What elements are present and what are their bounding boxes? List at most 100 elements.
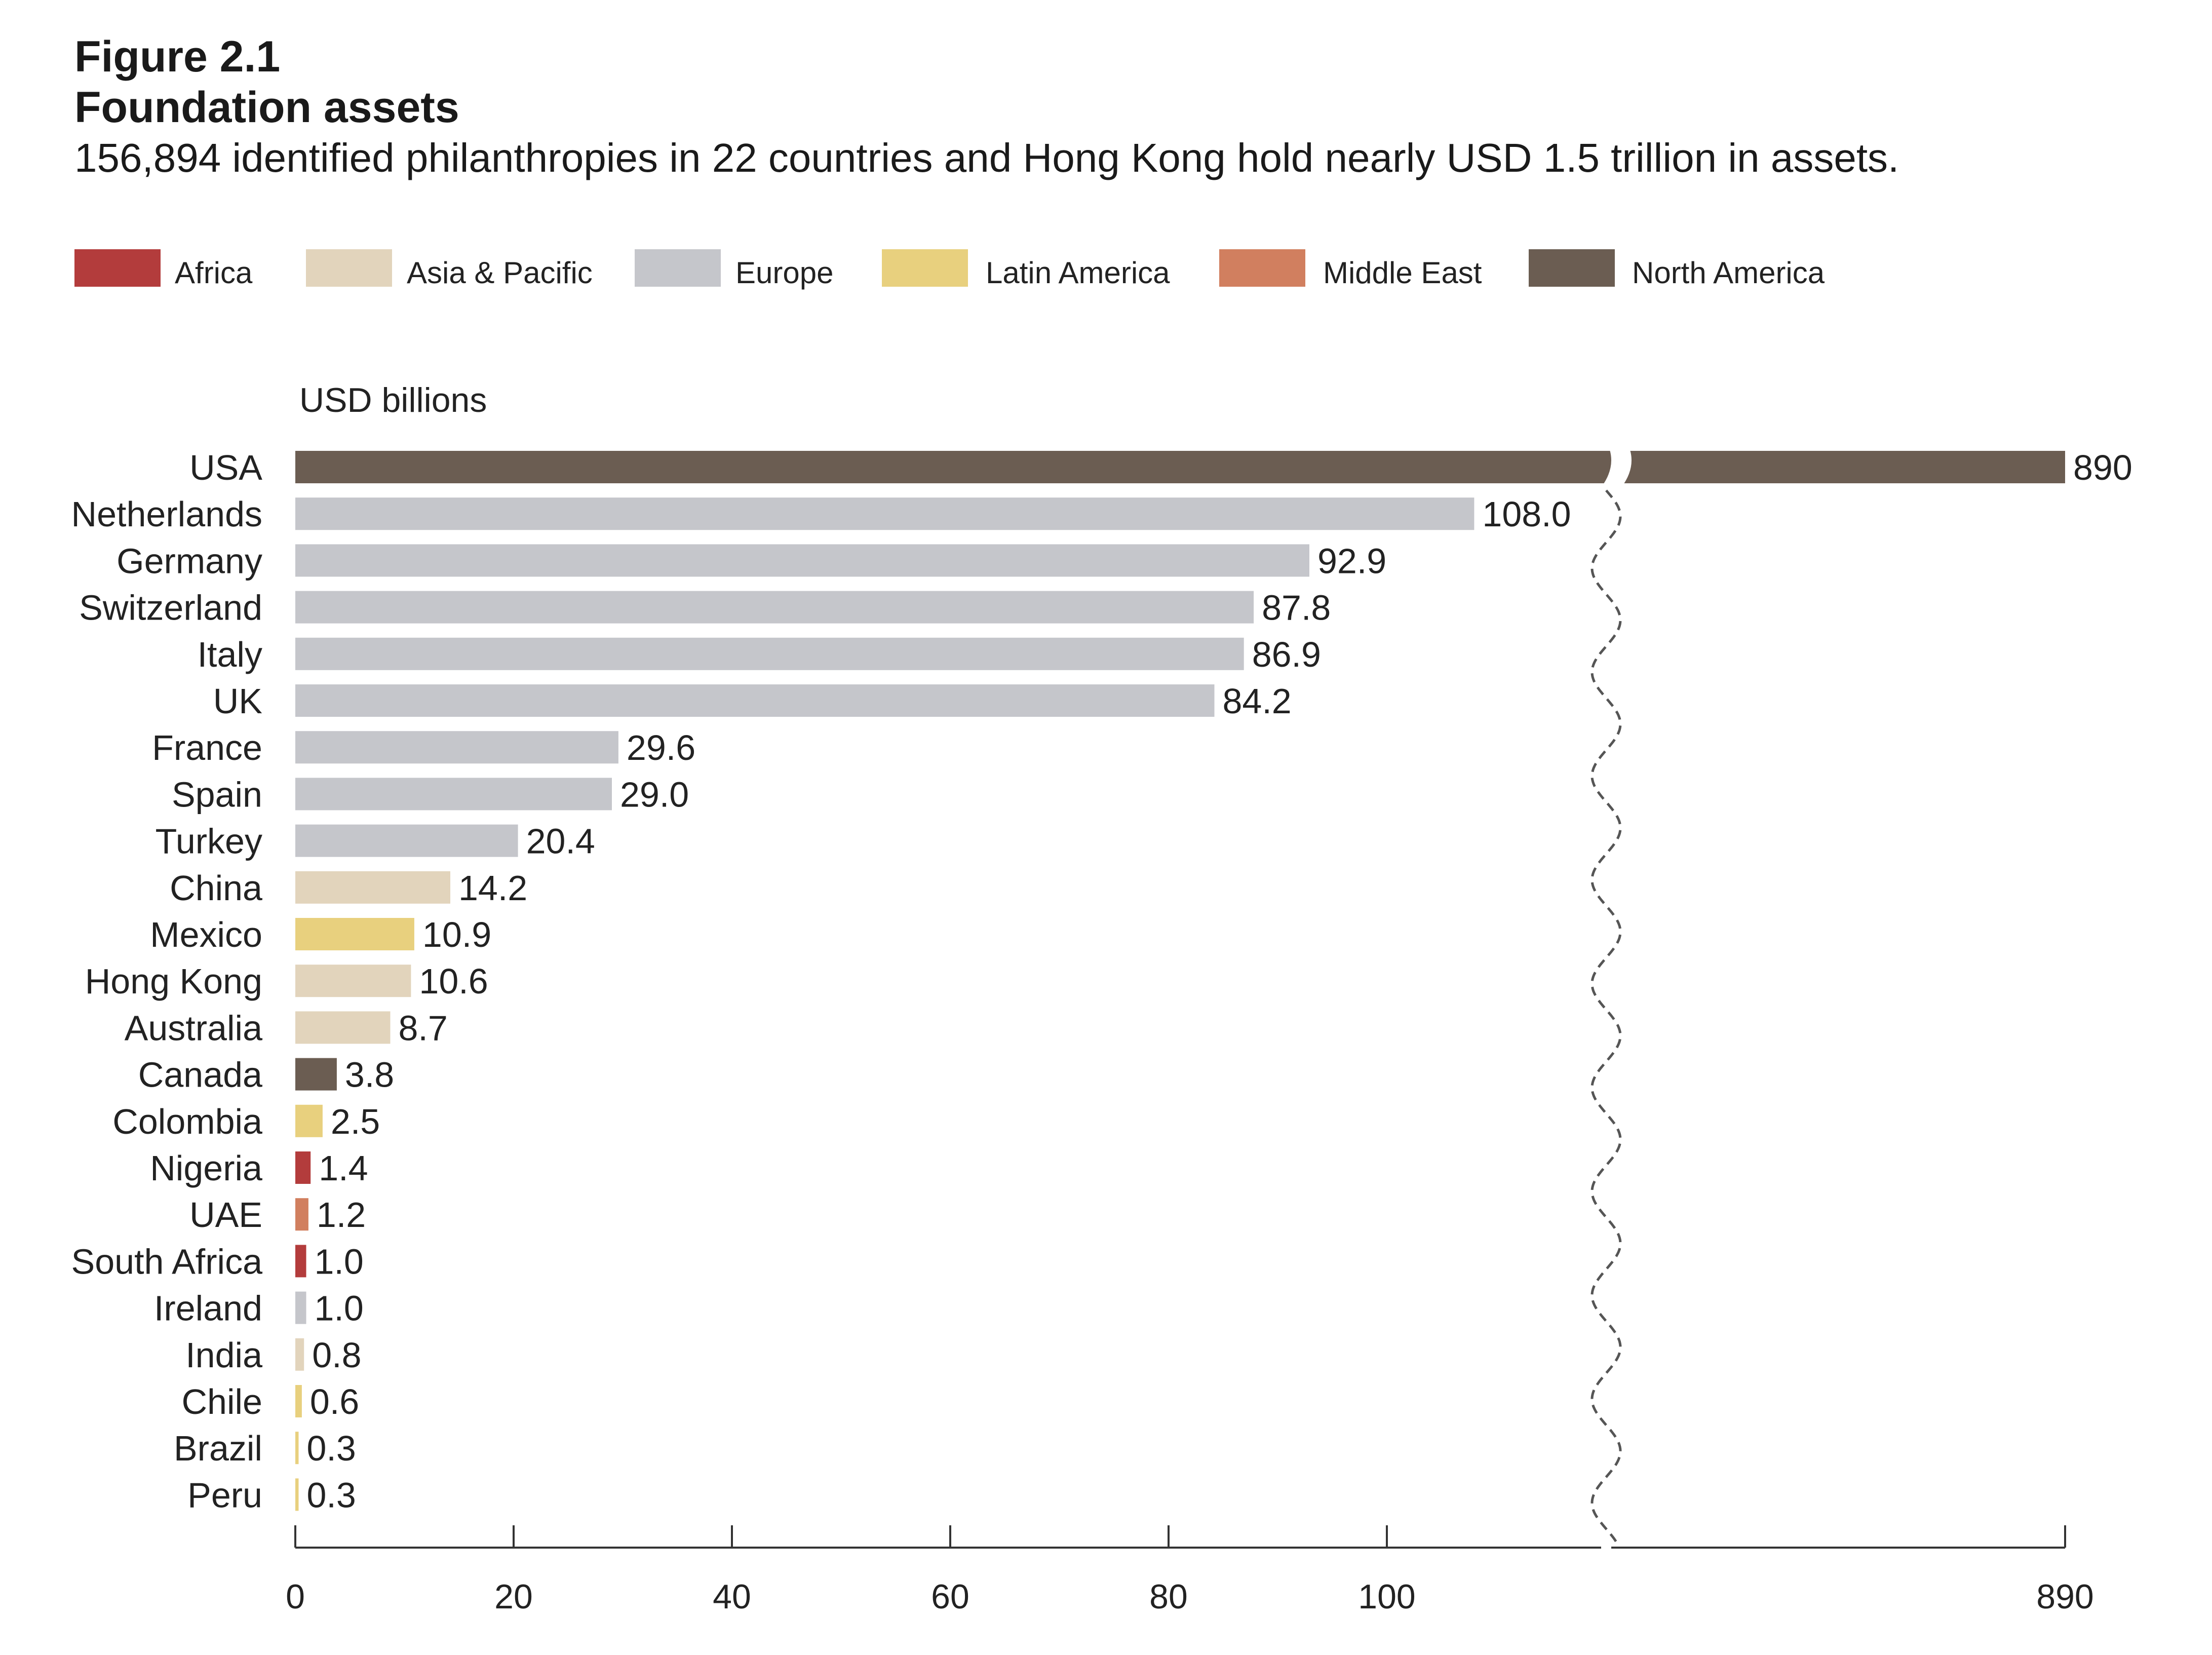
category-label-chile: Chile bbox=[181, 1382, 262, 1421]
legend-label-asia-and-pacific: Asia & Pacific bbox=[407, 256, 593, 290]
value-label-netherlands: 108.0 bbox=[1482, 494, 1571, 534]
value-label-canada: 3.8 bbox=[345, 1055, 394, 1095]
value-label-germany: 92.9 bbox=[1317, 541, 1386, 581]
value-label-south-africa: 1.0 bbox=[315, 1242, 364, 1281]
value-label-uk: 84.2 bbox=[1223, 681, 1292, 721]
x-tick-label-40: 40 bbox=[713, 1577, 751, 1616]
category-label-mexico: Mexico bbox=[150, 915, 262, 954]
legend-swatch-europe bbox=[635, 249, 721, 287]
bar-uae bbox=[295, 1198, 308, 1231]
bar-usa bbox=[295, 451, 2065, 483]
value-label-chile: 0.6 bbox=[310, 1382, 359, 1421]
category-label-usa: USA bbox=[189, 448, 262, 487]
category-label-germany: Germany bbox=[117, 541, 262, 581]
category-label-peru: Peru bbox=[187, 1475, 262, 1515]
legend-item-europe: Europe bbox=[635, 249, 833, 290]
legend-swatch-middle-east bbox=[1219, 249, 1305, 287]
value-label-usa: 890 bbox=[2073, 448, 2132, 487]
legend-item-africa: Africa bbox=[74, 249, 253, 290]
bar-spain bbox=[295, 778, 612, 811]
bar-india bbox=[295, 1338, 304, 1371]
legend-label-middle-east: Middle East bbox=[1323, 256, 1482, 290]
legend-label-africa: Africa bbox=[175, 256, 253, 290]
bar-nigeria bbox=[295, 1151, 311, 1184]
bars-group bbox=[295, 451, 2065, 1511]
value-label-uae: 1.2 bbox=[317, 1195, 366, 1235]
category-label-hong-kong: Hong Kong bbox=[85, 961, 262, 1001]
category-label-france: France bbox=[152, 728, 262, 767]
legend-item-middle-east: Middle East bbox=[1219, 249, 1482, 290]
legend-swatch-asia-and-pacific bbox=[306, 249, 392, 287]
bar-australia bbox=[295, 1011, 391, 1044]
legend-label-north-america: North America bbox=[1632, 256, 1825, 290]
bar-china bbox=[295, 871, 450, 904]
legend-item-north-america: North America bbox=[1529, 249, 1825, 290]
bar-netherlands bbox=[295, 497, 1474, 530]
bar-ireland bbox=[295, 1291, 306, 1324]
bar-france bbox=[295, 731, 618, 764]
value-label-brazil: 0.3 bbox=[307, 1429, 356, 1468]
axis-break-line bbox=[1590, 489, 1622, 1547]
value-label-peru: 0.3 bbox=[307, 1475, 356, 1515]
legend-label-europe: Europe bbox=[735, 256, 833, 290]
value-label-hong-kong: 10.6 bbox=[419, 961, 488, 1001]
bar-uk bbox=[295, 684, 1215, 717]
category-label-colombia: Colombia bbox=[112, 1102, 262, 1141]
category-label-uk: UK bbox=[213, 681, 262, 721]
category-labels: USA Netherlands Germany Switzerland Italy UK F… bbox=[71, 448, 263, 1515]
category-label-canada: Canada bbox=[138, 1055, 262, 1095]
value-label-nigeria: 1.4 bbox=[319, 1148, 368, 1188]
category-label-nigeria: Nigeria bbox=[150, 1148, 262, 1188]
value-label-china: 14.2 bbox=[458, 868, 527, 908]
x-tick-label-60: 60 bbox=[931, 1577, 969, 1616]
bar-chile bbox=[295, 1385, 302, 1417]
value-labels: 890 108.0 92.9 87.8 86.9 84.2 29.6 29.0 20.4 14.2… bbox=[307, 448, 2132, 1515]
value-label-italy: 86.9 bbox=[1252, 635, 1321, 674]
value-label-australia: 8.7 bbox=[399, 1008, 448, 1048]
category-label-spain: Spain bbox=[172, 775, 262, 814]
bar-canada bbox=[295, 1058, 337, 1091]
value-label-ireland: 1.0 bbox=[315, 1289, 364, 1328]
x-tick-label-100: 100 bbox=[1358, 1577, 1415, 1616]
category-label-south-africa: South Africa bbox=[71, 1242, 263, 1281]
legend-swatch-north-america bbox=[1529, 249, 1615, 287]
bar-south-africa bbox=[295, 1245, 306, 1278]
category-label-italy: Italy bbox=[198, 635, 262, 674]
value-label-turkey: 20.4 bbox=[526, 822, 595, 861]
category-label-uae: UAE bbox=[189, 1195, 262, 1235]
category-label-netherlands: Netherlands bbox=[71, 494, 262, 534]
bar-peru bbox=[295, 1478, 299, 1511]
value-label-mexico: 10.9 bbox=[422, 915, 491, 954]
legend-swatch-africa bbox=[74, 249, 161, 287]
category-label-brazil: Brazil bbox=[174, 1429, 262, 1468]
legend: Africa Asia & Pacific Europe Latin America M… bbox=[74, 249, 1825, 290]
category-label-australia: Australia bbox=[125, 1008, 262, 1048]
figure-number: Figure 2.1 bbox=[74, 32, 280, 81]
category-label-switzerland: Switzerland bbox=[79, 588, 262, 628]
category-label-ireland: Ireland bbox=[154, 1289, 262, 1328]
x-tick-label-20: 20 bbox=[494, 1577, 533, 1616]
bar-italy bbox=[295, 637, 1244, 670]
unit-label: USD billions bbox=[299, 381, 487, 419]
legend-item-asia-and-pacific: Asia & Pacific bbox=[306, 249, 593, 290]
bar-mexico bbox=[295, 918, 414, 950]
x-axis: 0 20 40 60 80 100 890 bbox=[286, 1525, 2094, 1616]
category-label-india: India bbox=[185, 1335, 262, 1375]
figure-subtitle: 156,894 identified philanthropies in 22 … bbox=[74, 135, 1899, 180]
bar-hong-kong bbox=[295, 965, 411, 997]
value-label-france: 29.6 bbox=[627, 728, 695, 767]
legend-swatch-latin-america bbox=[882, 249, 968, 287]
legend-item-latin-america: Latin America bbox=[882, 249, 1170, 290]
bar-colombia bbox=[295, 1104, 323, 1137]
value-label-switzerland: 87.8 bbox=[1262, 588, 1331, 628]
value-label-spain: 29.0 bbox=[620, 775, 689, 814]
bar-turkey bbox=[295, 824, 518, 857]
x-tick-label-80: 80 bbox=[1149, 1577, 1188, 1616]
axis-break bbox=[1590, 447, 1632, 1547]
category-label-turkey: Turkey bbox=[156, 822, 262, 861]
value-label-india: 0.8 bbox=[312, 1335, 361, 1375]
legend-label-latin-america: Latin America bbox=[986, 256, 1170, 290]
bar-brazil bbox=[295, 1432, 299, 1465]
bar-germany bbox=[295, 544, 1309, 577]
